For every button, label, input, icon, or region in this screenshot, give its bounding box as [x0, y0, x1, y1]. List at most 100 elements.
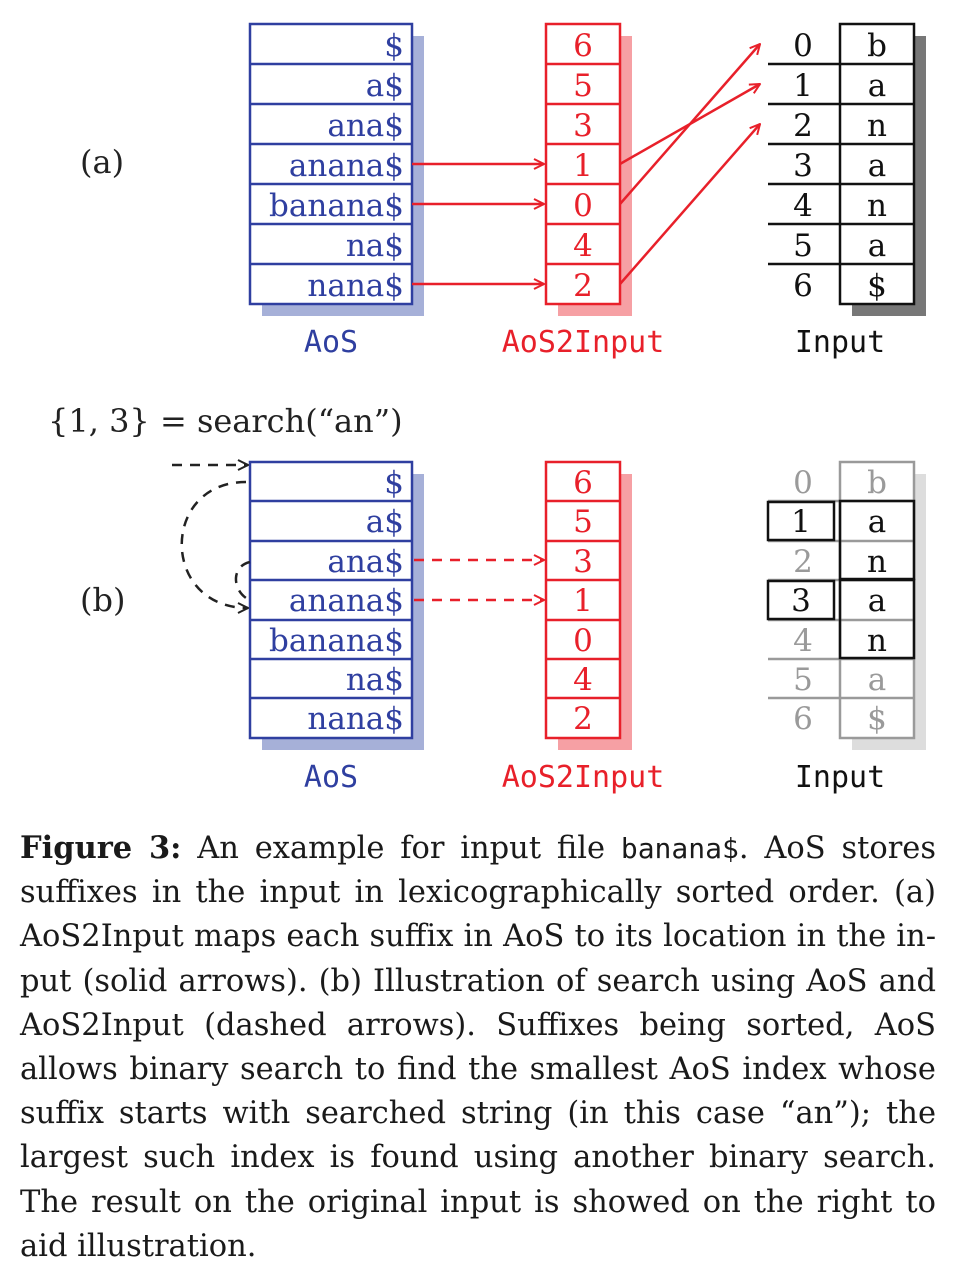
input-char: b — [867, 465, 887, 501]
input-char: a — [868, 68, 886, 104]
dashed-arrow-binary-search-small — [234, 560, 251, 600]
search-result-highlights — [766, 499, 916, 660]
input-char: $ — [867, 268, 887, 304]
input-char: n — [867, 623, 887, 659]
aos2input-cell: 0 — [573, 623, 593, 659]
input-char: a — [868, 662, 886, 698]
aos-cell: $ — [384, 28, 404, 64]
input-index: 3 — [793, 148, 813, 184]
aos-cell: banana$ — [269, 188, 404, 224]
dashed-arrows-b — [172, 465, 544, 608]
input-row-dividers — [768, 62, 914, 266]
aos-title: AoS — [304, 760, 358, 795]
arrow-aos2input-to-input — [619, 124, 760, 285]
caption-text-1: An example for input file — [197, 831, 606, 866]
aos2input-row-dividers — [546, 62, 620, 266]
panel-b-label: (b) — [80, 581, 125, 619]
aos-cell: anana$ — [289, 148, 404, 184]
aos2input-row-dividers — [546, 499, 620, 700]
input-index: 4 — [793, 188, 813, 224]
aos2input-cell: 6 — [573, 28, 593, 64]
highlight-chars-3-4 — [838, 578, 916, 660]
figure-3-diagram: (a) $ a$ ana$ anana$ banana$ na$ nana$ A… — [48, 22, 926, 795]
aos2input-box — [544, 460, 622, 740]
aos2input-box — [544, 22, 622, 306]
aos2input-title: AoS2Input — [502, 325, 665, 360]
input-char: a — [868, 583, 886, 619]
input-index: 0 — [793, 28, 813, 64]
aos-cell: na$ — [346, 228, 404, 264]
input-box — [838, 22, 916, 306]
aos-cell: nana$ — [307, 701, 404, 737]
aos-title: AoS — [304, 325, 358, 360]
aos-cell: na$ — [346, 662, 404, 698]
input-column-a: 0 1 2 3 4 5 6 b a n a n a $ Input — [768, 22, 926, 360]
input-column-b: 0 1 2 3 4 5 6 b a n a n a $ Input — [766, 460, 926, 795]
dashed-arrow-binary-search-big — [180, 480, 248, 608]
input-index: 2 — [793, 544, 813, 580]
figure-label: Figure 3: — [20, 830, 182, 866]
input-box-faded — [838, 460, 916, 740]
aos-cell: a$ — [366, 68, 404, 104]
input-index: 1 — [791, 504, 811, 540]
aos2input-cell: 6 — [573, 465, 593, 501]
aos-cell: a$ — [366, 504, 404, 540]
aos2input-cell: 4 — [573, 228, 593, 264]
aos-row-dividers — [250, 499, 412, 700]
aos2input-title: AoS2Input — [502, 760, 665, 795]
search-label: {1, 3} = search(“an”) — [48, 402, 403, 440]
arrow-aos2input-to-input — [619, 44, 760, 205]
aos-cell: nana$ — [307, 268, 404, 304]
aos-column-a: $ a$ ana$ anana$ banana$ na$ nana$ AoS — [248, 22, 424, 360]
solid-arrows-a — [412, 44, 760, 284]
input-title: Input — [795, 325, 885, 360]
input-index: 5 — [793, 228, 813, 264]
input-char: a — [868, 504, 886, 540]
aos-cell: banana$ — [269, 623, 404, 659]
aos-box — [248, 460, 414, 740]
aos-box — [248, 22, 414, 306]
aos2input-cell: 2 — [573, 701, 593, 737]
aos2input-cell: 1 — [573, 583, 593, 619]
aos2input-cell: 3 — [573, 544, 593, 580]
aos-column-b: $ a$ ana$ anana$ banana$ na$ nana$ AoS — [248, 460, 424, 795]
input-char: n — [867, 544, 887, 580]
aos2input-cell: 5 — [573, 68, 593, 104]
input-char: a — [868, 228, 886, 264]
aos-cell: anana$ — [289, 583, 404, 619]
aos-cell: $ — [384, 465, 404, 501]
aos-cell: ana$ — [327, 108, 404, 144]
input-char: n — [867, 188, 887, 224]
input-title: Input — [795, 760, 885, 795]
panel-a-label: (a) — [80, 143, 124, 181]
input-index: 5 — [793, 662, 813, 698]
highlight-index-3 — [766, 579, 836, 621]
input-index: 3 — [791, 583, 811, 619]
input-char: b — [867, 28, 887, 64]
input-char: n — [867, 108, 887, 144]
figure-caption: Figure 3: An example for input file bana… — [20, 826, 936, 1269]
aos2input-column-a: 6 5 3 1 0 4 2 AoS2Input — [502, 22, 665, 360]
input-index: 1 — [793, 68, 813, 104]
caption-code: banana$ — [620, 832, 739, 865]
panel-a: (a) $ a$ ana$ anana$ banana$ na$ nana$ A… — [80, 22, 926, 360]
aos2input-cell: 3 — [573, 108, 593, 144]
aos2input-cell: 5 — [573, 504, 593, 540]
input-char: $ — [867, 701, 887, 737]
aos2input-column-b: 6 5 3 1 0 4 2 AoS2Input — [502, 460, 665, 795]
highlight-index-1 — [766, 500, 836, 542]
input-index: 6 — [793, 268, 813, 304]
aos-row-dividers — [250, 62, 412, 266]
input-index: 4 — [793, 623, 813, 659]
aos2input-cell: 2 — [573, 268, 593, 304]
aos-cell: ana$ — [327, 544, 404, 580]
aos2input-cell: 0 — [573, 188, 593, 224]
caption-text-2: . AoS stores suffixes in the input in le… — [20, 831, 936, 1264]
aos2input-cell: 4 — [573, 662, 593, 698]
aos2input-cell: 1 — [573, 148, 593, 184]
input-index: 2 — [793, 108, 813, 144]
input-char: a — [868, 148, 886, 184]
input-index: 0 — [793, 465, 813, 501]
panel-b: (b) $ a$ ana$ anana$ banana$ na$ nana$ A… — [80, 462, 926, 795]
input-index: 6 — [793, 701, 813, 737]
